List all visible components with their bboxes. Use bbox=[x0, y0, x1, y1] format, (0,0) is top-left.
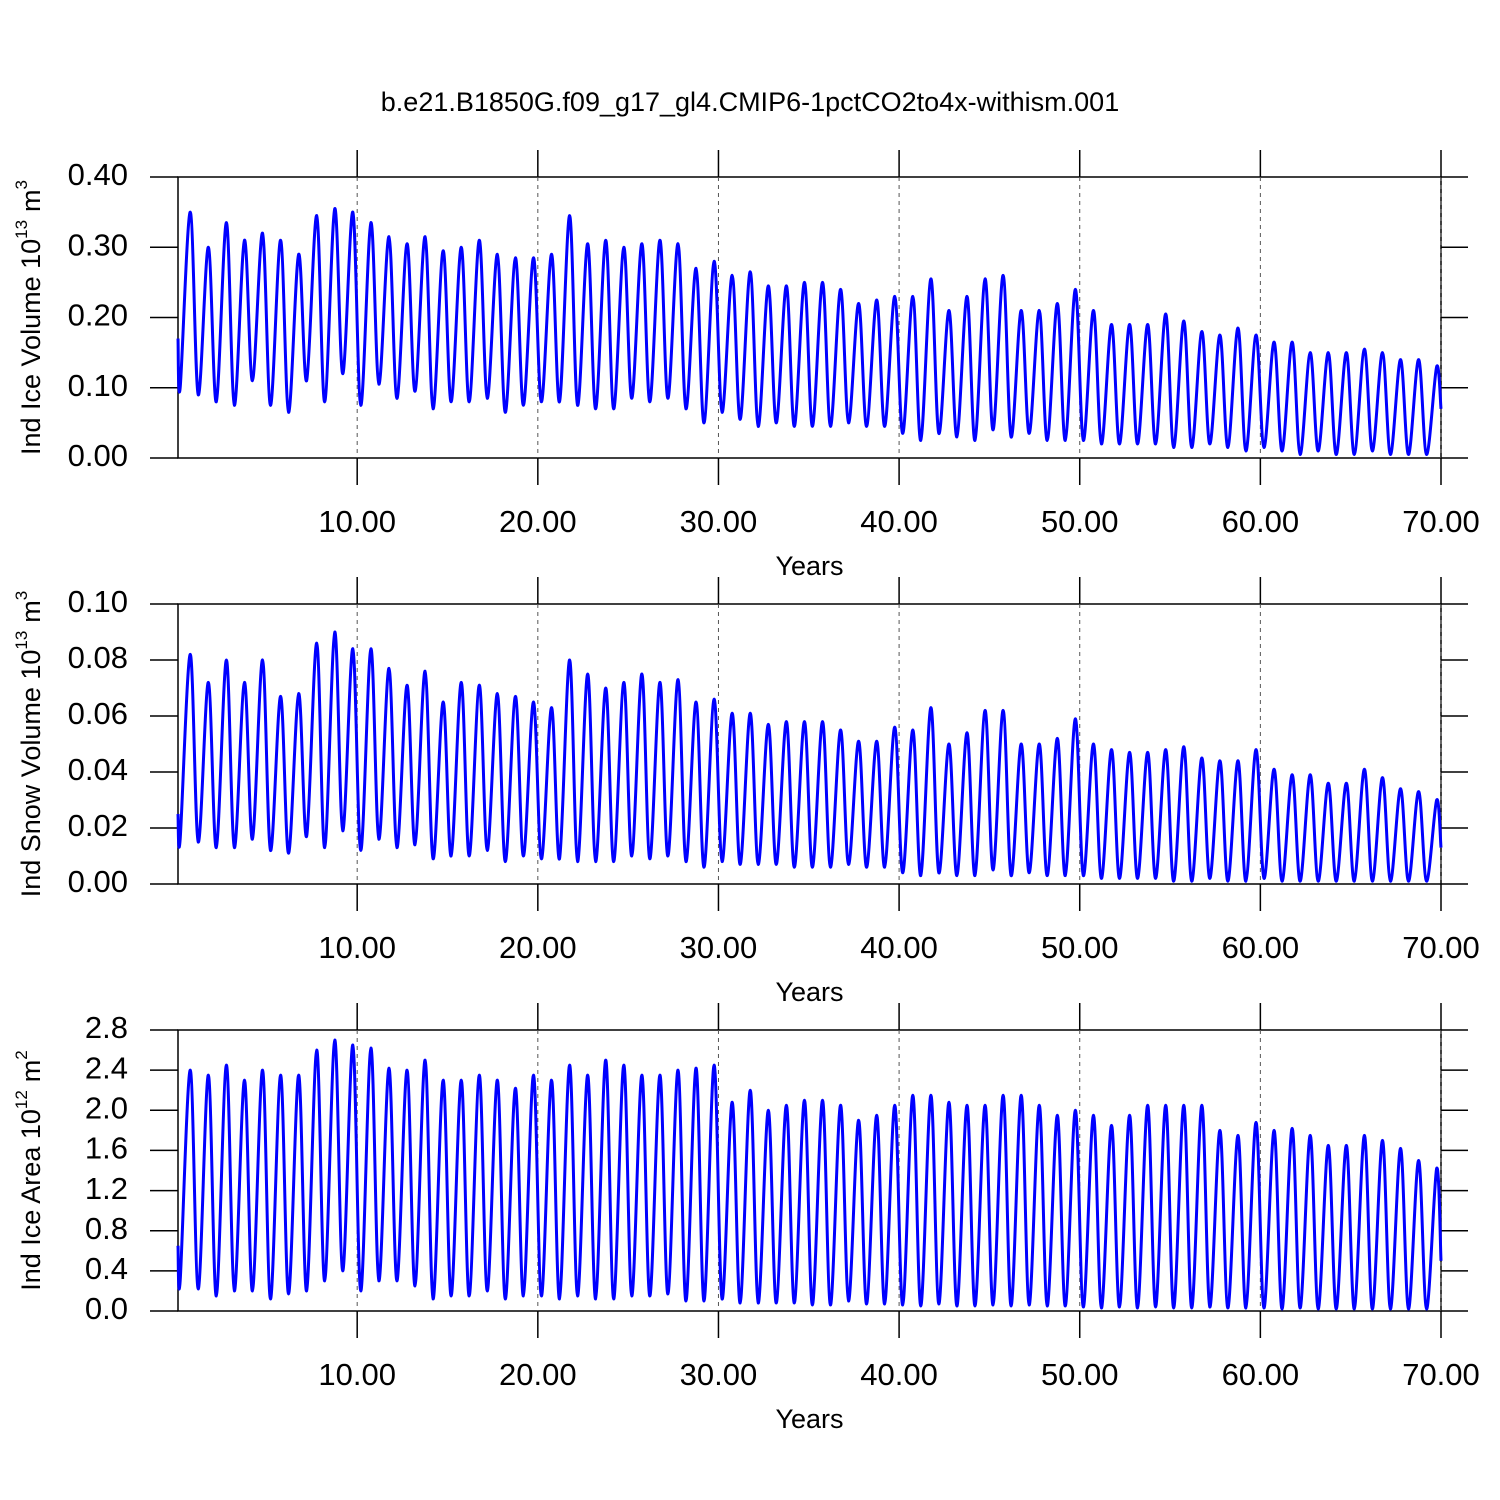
x-tick-label: 10.00 bbox=[318, 930, 396, 965]
x-tick-label: 30.00 bbox=[680, 1357, 758, 1392]
x-tick-label: 30.00 bbox=[680, 930, 758, 965]
y-axis-label-unit: m bbox=[16, 189, 46, 212]
x-tick-label: 70.00 bbox=[1402, 930, 1480, 965]
data-line bbox=[176, 630, 1443, 883]
panel: 10.00 20.00 30.00 40.00 50.00 60.00 70.00 0.0 0.… bbox=[12, 1003, 1480, 1434]
y-tick-label: 2.8 bbox=[85, 1010, 128, 1045]
data-line bbox=[176, 1038, 1443, 1311]
y-tick-label: 0.10 bbox=[68, 368, 128, 403]
y-axis-label-text: Ind Ice Area 10 bbox=[16, 1109, 46, 1291]
panel: 10.00 20.00 30.00 40.00 50.00 60.00 70.00 0.00 0… bbox=[12, 577, 1480, 1007]
x-tick-label: 60.00 bbox=[1222, 1357, 1300, 1392]
x-axis-label: Years bbox=[775, 1404, 843, 1434]
y-tick-label: 0.08 bbox=[68, 640, 128, 675]
y-tick-label: 0.4 bbox=[85, 1251, 128, 1286]
y-axis-label-unit-exponent: 3 bbox=[12, 591, 31, 600]
x-tick-label: 50.00 bbox=[1041, 930, 1119, 965]
y-tick-label: 0.00 bbox=[68, 864, 128, 899]
y-tick-label: 1.2 bbox=[85, 1171, 128, 1206]
y-tick-label: 0.10 bbox=[68, 584, 128, 619]
x-tick-label: 70.00 bbox=[1402, 504, 1480, 539]
y-axis-label: Ind Ice Area 1012 m2 bbox=[12, 1050, 46, 1291]
panel: 10.00 20.00 30.00 40.00 50.00 60.00 70.00 0.00 0… bbox=[12, 150, 1480, 581]
y-axis-label-exponent: 13 bbox=[12, 631, 31, 650]
x-tick-label: 60.00 bbox=[1222, 930, 1300, 965]
y-axis-label: Ind Snow Volume 1013 m3 bbox=[12, 591, 46, 898]
x-axis-label: Years bbox=[775, 977, 843, 1007]
y-axis-label-exponent: 13 bbox=[12, 220, 31, 239]
y-axis-label-unit-exponent: 2 bbox=[12, 1050, 31, 1059]
x-tick-label: 50.00 bbox=[1041, 504, 1119, 539]
y-tick-label: 1.6 bbox=[85, 1131, 128, 1166]
y-axis-label-exponent: 12 bbox=[12, 1090, 31, 1109]
y-axis-label-unit: m bbox=[16, 1060, 46, 1083]
y-tick-label: 0.06 bbox=[68, 696, 128, 731]
x-tick-label: 30.00 bbox=[680, 504, 758, 539]
plot-frame bbox=[177, 1029, 1442, 1312]
figure-title: b.e21.B1850G.f09_g17_gl4.CMIP6-1pctCO2to… bbox=[381, 87, 1119, 117]
x-tick-label: 70.00 bbox=[1402, 1357, 1480, 1392]
x-tick-label: 10.00 bbox=[318, 504, 396, 539]
y-tick-label: 0.20 bbox=[68, 298, 128, 333]
x-tick-label: 10.00 bbox=[318, 1357, 396, 1392]
x-tick-label: 40.00 bbox=[860, 504, 938, 539]
x-tick-label: 20.00 bbox=[499, 504, 577, 539]
y-axis-label-unit: m bbox=[16, 600, 46, 623]
y-axis-label-text: Ind Ice Volume 10 bbox=[16, 239, 46, 455]
y-tick-label: 2.0 bbox=[85, 1090, 128, 1125]
y-tick-label: 0.02 bbox=[68, 808, 128, 843]
y-tick-label: 0.00 bbox=[68, 438, 128, 473]
y-tick-label: 0.40 bbox=[68, 157, 128, 192]
y-axis-label-unit-exponent: 3 bbox=[12, 180, 31, 189]
x-tick-label: 40.00 bbox=[860, 1357, 938, 1392]
y-tick-label: 2.4 bbox=[85, 1050, 128, 1085]
x-tick-label: 20.00 bbox=[499, 1357, 577, 1392]
y-axis-label-text: Ind Snow Volume 10 bbox=[16, 650, 46, 898]
y-tick-label: 0.8 bbox=[85, 1211, 128, 1246]
y-axis-label: Ind Ice Volume 1013 m3 bbox=[12, 180, 46, 455]
x-tick-label: 50.00 bbox=[1041, 1357, 1119, 1392]
y-tick-label: 0.0 bbox=[85, 1291, 128, 1326]
x-tick-label: 60.00 bbox=[1222, 504, 1300, 539]
y-tick-label: 0.30 bbox=[68, 227, 128, 262]
x-tick-label: 40.00 bbox=[860, 930, 938, 965]
y-tick-label: 0.04 bbox=[68, 752, 128, 787]
data-line bbox=[176, 207, 1443, 456]
x-axis-label: Years bbox=[775, 551, 843, 581]
x-tick-label: 20.00 bbox=[499, 930, 577, 965]
